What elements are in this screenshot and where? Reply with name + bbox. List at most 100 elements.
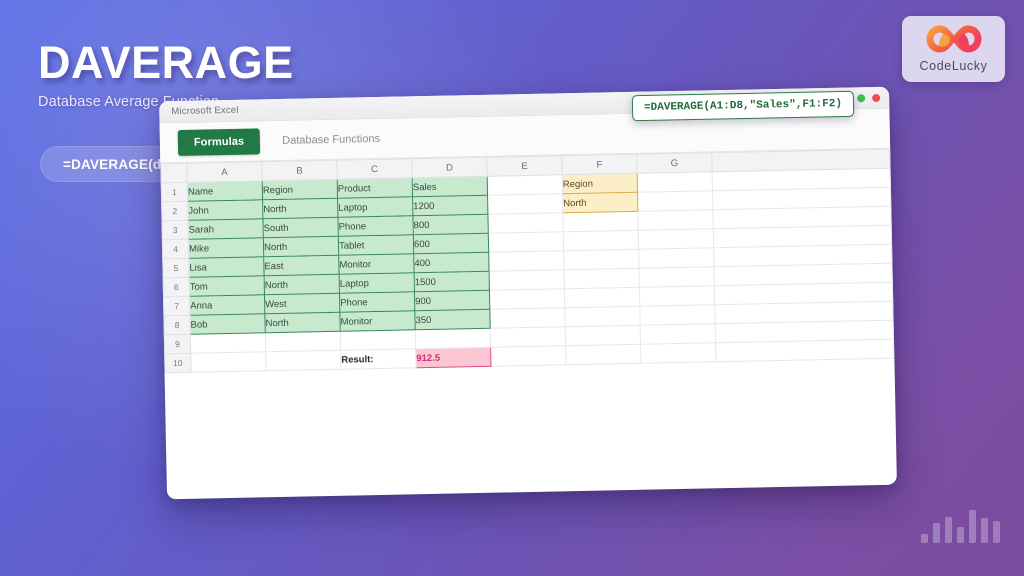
maximize-dot[interactable] xyxy=(857,93,866,102)
cell-f3[interactable] xyxy=(562,211,639,232)
cell-f1[interactable]: Region xyxy=(562,173,638,194)
cell-a2[interactable]: John xyxy=(187,199,263,221)
cell-g8[interactable] xyxy=(639,304,716,326)
cell-c9[interactable] xyxy=(340,329,416,351)
cell-d3[interactable]: 800 xyxy=(412,214,489,235)
cell-b6[interactable]: North xyxy=(264,274,340,295)
row-header-9[interactable]: 9 xyxy=(164,334,191,354)
row-header-8[interactable]: 8 xyxy=(163,315,191,335)
cell-g7[interactable] xyxy=(639,285,715,307)
cell-a1[interactable]: Name xyxy=(187,180,263,202)
close-dot[interactable] xyxy=(872,93,881,102)
deco-bar xyxy=(945,517,952,543)
tab-formulas[interactable]: Formulas xyxy=(177,127,261,156)
cell-d9[interactable] xyxy=(415,328,491,349)
cell-d8[interactable]: 350 xyxy=(414,309,491,330)
cell-e7[interactable] xyxy=(489,288,565,310)
cell-b9[interactable] xyxy=(265,331,341,352)
cell-b7[interactable]: West xyxy=(264,293,340,314)
cell-d10[interactable]: 912.5 xyxy=(415,347,491,368)
cell-c6[interactable]: Laptop xyxy=(339,272,415,294)
cell-e4[interactable] xyxy=(488,231,564,253)
spreadsheet-grid: A B C D E F G 1 Name Region Product Sale… xyxy=(160,149,894,374)
cell-f8[interactable] xyxy=(564,306,641,327)
cell-c4[interactable]: Tablet xyxy=(338,234,414,256)
cell-d7[interactable]: 900 xyxy=(414,290,490,311)
cell-b10[interactable] xyxy=(265,350,341,371)
tab-database-functions[interactable]: Database Functions xyxy=(282,132,381,147)
cell-f7[interactable] xyxy=(564,287,640,308)
cell-g4[interactable] xyxy=(638,228,714,250)
column-header-c[interactable]: C xyxy=(336,158,413,180)
cell-f6[interactable] xyxy=(564,268,640,289)
column-header-f[interactable]: F xyxy=(561,154,638,175)
window-title: Microsoft Excel xyxy=(171,104,239,118)
cell-e1[interactable] xyxy=(487,174,563,196)
cell-g9[interactable] xyxy=(640,323,716,345)
column-header-d[interactable]: D xyxy=(411,157,488,178)
cell-c7[interactable]: Phone xyxy=(339,291,415,313)
column-header-g[interactable]: G xyxy=(636,152,713,174)
cell-h10[interactable] xyxy=(715,339,894,362)
column-header-a[interactable]: A xyxy=(186,161,263,183)
cell-d2[interactable]: 1200 xyxy=(412,195,488,216)
cell-c8[interactable]: Monitor xyxy=(339,310,416,332)
row-header-2[interactable]: 2 xyxy=(161,201,188,221)
cell-c2[interactable]: Laptop xyxy=(337,196,413,218)
cell-b2[interactable]: North xyxy=(262,198,338,219)
row-header-1[interactable]: 1 xyxy=(161,182,188,202)
cell-a7[interactable]: Anna xyxy=(189,294,265,316)
cell-c1[interactable]: Product xyxy=(337,177,413,199)
cell-g6[interactable] xyxy=(639,266,715,288)
cell-e6[interactable] xyxy=(489,269,565,291)
cell-a6[interactable]: Tom xyxy=(189,275,265,297)
row-header-10[interactable]: 10 xyxy=(164,353,192,373)
cell-a8[interactable]: Bob xyxy=(189,313,266,335)
cell-a9[interactable] xyxy=(190,332,266,354)
cell-e8[interactable] xyxy=(489,307,566,329)
cell-a5[interactable]: Lisa xyxy=(188,256,265,278)
cell-e3[interactable] xyxy=(487,212,564,234)
cell-g1[interactable] xyxy=(637,171,713,193)
cell-a10[interactable] xyxy=(190,351,267,373)
cell-f5[interactable] xyxy=(563,249,640,270)
cell-f10[interactable] xyxy=(565,344,641,365)
cell-d4[interactable]: 600 xyxy=(413,233,489,254)
row-header-3[interactable]: 3 xyxy=(161,220,189,240)
cell-c3[interactable]: Phone xyxy=(337,215,414,237)
cell-b4[interactable]: North xyxy=(263,236,339,257)
cell-f2[interactable]: North xyxy=(562,192,638,213)
formula-callout: =DAVERAGE(A1:D8,"Sales",F1:F2) xyxy=(631,90,855,122)
cell-e2[interactable] xyxy=(487,193,563,215)
cell-a4[interactable]: Mike xyxy=(188,237,264,259)
cell-d6[interactable]: 1500 xyxy=(414,271,490,292)
row-header-6[interactable]: 6 xyxy=(163,277,190,297)
cell-e9[interactable] xyxy=(490,326,566,348)
column-header-e[interactable]: E xyxy=(486,155,563,177)
cell-a3[interactable]: Sarah xyxy=(187,218,264,240)
cell-b3[interactable]: South xyxy=(262,217,339,238)
cell-g3[interactable] xyxy=(637,209,714,231)
cell-d5[interactable]: 400 xyxy=(413,252,490,273)
cell-d1[interactable]: Sales xyxy=(412,176,488,197)
cell-b8[interactable]: North xyxy=(264,312,341,333)
column-header-b[interactable]: B xyxy=(261,160,338,181)
cell-c10[interactable]: Result: xyxy=(340,348,416,370)
row-header-5[interactable]: 5 xyxy=(162,258,190,278)
deco-bar xyxy=(981,518,988,543)
cell-g10[interactable] xyxy=(640,342,716,364)
deco-bar xyxy=(957,527,964,543)
cell-c5[interactable]: Monitor xyxy=(338,253,415,275)
cell-b5[interactable]: East xyxy=(263,255,340,276)
cell-f4[interactable] xyxy=(563,230,639,251)
cell-e5[interactable] xyxy=(488,250,565,272)
cell-f9[interactable] xyxy=(565,325,641,346)
cell-b1[interactable]: Region xyxy=(262,179,338,200)
cell-e10[interactable] xyxy=(490,345,566,367)
formula-callout-text: =DAVERAGE(A1:D8,"Sales",F1:F2) xyxy=(643,98,843,114)
cell-g5[interactable] xyxy=(638,247,715,269)
row-header-7[interactable]: 7 xyxy=(163,296,190,316)
cell-g2[interactable] xyxy=(637,190,713,212)
brand-logo-badge[interactable]: CodeLucky xyxy=(902,16,1005,82)
row-header-4[interactable]: 4 xyxy=(162,239,189,259)
